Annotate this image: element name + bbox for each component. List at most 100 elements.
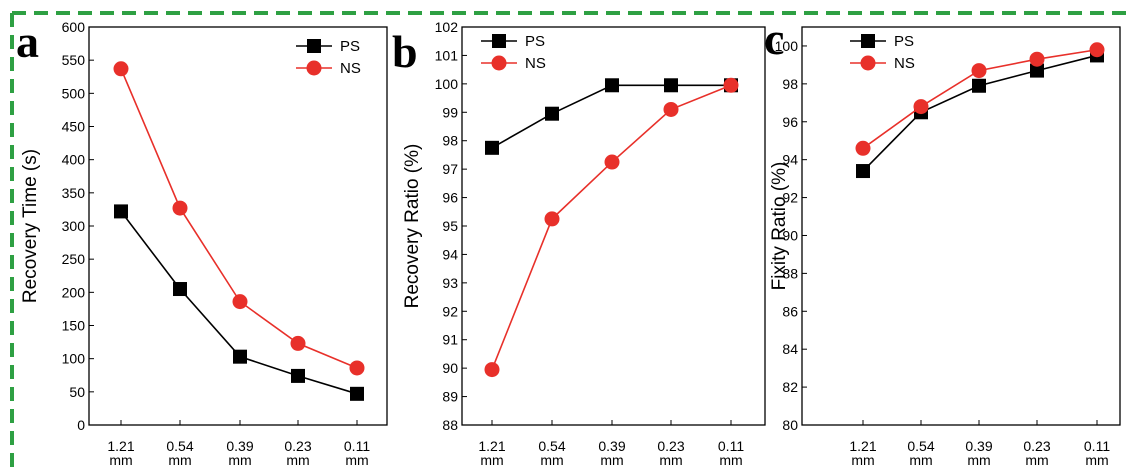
y-tick-label: 98 bbox=[782, 76, 798, 92]
data-point-ns bbox=[484, 362, 500, 378]
x-tick-label: 0.39 mm bbox=[965, 438, 992, 468]
data-point-ns bbox=[349, 360, 365, 376]
x-tick-label: 0.39 mm bbox=[226, 438, 253, 468]
y-tick-label: 88 bbox=[782, 265, 798, 281]
dashed-frame bbox=[10, 11, 1128, 471]
x-tick-label-unit: mm bbox=[228, 452, 251, 468]
legend-marker bbox=[860, 55, 876, 71]
legend-label: PS bbox=[340, 38, 360, 55]
y-tick-label: 86 bbox=[782, 303, 798, 319]
x-tick-label-value: 0.54 bbox=[538, 438, 565, 454]
data-point-ps bbox=[233, 349, 247, 364]
x-tick-label-value: 0.39 bbox=[598, 438, 625, 454]
y-tick-label: 92 bbox=[442, 303, 458, 319]
legend-label: PS bbox=[525, 33, 545, 50]
data-point-ps bbox=[856, 164, 870, 179]
x-tick-label-unit: mm bbox=[1085, 452, 1108, 468]
x-tick-label-value: 1.21 bbox=[478, 438, 505, 454]
data-point-ns bbox=[913, 99, 929, 115]
data-point-ns bbox=[172, 200, 188, 216]
y-tick-label: 80 bbox=[782, 417, 798, 433]
data-point-ps bbox=[605, 78, 619, 93]
y-axis-label: Recovery Time (s) bbox=[20, 149, 41, 303]
y-tick-label: 84 bbox=[782, 341, 798, 357]
y-tick-label: 94 bbox=[782, 152, 798, 168]
y-tick-label: 94 bbox=[442, 246, 458, 262]
x-tick-label: 0.23 mm bbox=[284, 438, 311, 468]
data-point-ps bbox=[291, 368, 305, 383]
x-tick-label: 1.21 mm bbox=[849, 438, 876, 468]
x-tick-label-unit: mm bbox=[600, 452, 623, 468]
data-point-ns bbox=[113, 61, 129, 77]
data-point-ps bbox=[350, 386, 364, 401]
data-point-ps bbox=[972, 78, 986, 93]
x-tick-label: 0.23 mm bbox=[1023, 438, 1050, 468]
y-tick-label: 93 bbox=[442, 275, 458, 291]
x-tick-label-value: 0.11 bbox=[1084, 438, 1110, 454]
y-tick-label: 82 bbox=[782, 379, 798, 395]
legend-marker bbox=[861, 34, 875, 48]
data-point-ns bbox=[290, 335, 306, 351]
data-point-ps bbox=[173, 282, 187, 297]
y-tick-label: 88 bbox=[442, 417, 458, 433]
panel-a: 0 50 100 150 200 250 300 350 400 450 500 550 600 1.21… bbox=[16, 16, 388, 468]
data-point-ns bbox=[232, 294, 248, 310]
y-tick-label: 100 bbox=[62, 351, 86, 367]
data-point-ns bbox=[723, 77, 739, 93]
y-tick-label: 96 bbox=[782, 114, 798, 130]
x-tick-label-unit: mm bbox=[480, 452, 503, 468]
axes-box bbox=[88, 26, 388, 426]
panel-letter: a bbox=[16, 16, 39, 67]
y-tick-label: 97 bbox=[442, 161, 458, 177]
data-point-ps bbox=[114, 204, 128, 219]
data-point-ns bbox=[1029, 51, 1045, 67]
y-tick-label: 250 bbox=[62, 251, 86, 267]
legend-marker bbox=[491, 55, 507, 71]
data-point-ps bbox=[485, 140, 499, 155]
y-tick-label: 90 bbox=[782, 227, 798, 243]
x-tick-label-unit: mm bbox=[851, 452, 874, 468]
x-tick-label-unit: mm bbox=[1025, 452, 1048, 468]
data-point-ns bbox=[855, 140, 871, 156]
legend-label: NS bbox=[894, 55, 915, 72]
axes-box bbox=[801, 26, 1121, 426]
y-tick-label: 100 bbox=[775, 38, 799, 54]
legend-label: PS bbox=[894, 33, 914, 50]
x-tick-label-value: 0.54 bbox=[166, 438, 193, 454]
y-tick-label: 90 bbox=[442, 360, 458, 376]
legend-marker bbox=[306, 60, 322, 76]
y-tick-label: 92 bbox=[782, 190, 798, 206]
y-tick-label: 0 bbox=[77, 417, 85, 433]
legend-label: NS bbox=[340, 60, 361, 77]
y-tick-label: 500 bbox=[62, 85, 86, 101]
x-tick-label-unit: mm bbox=[109, 452, 132, 468]
data-point-ps bbox=[1030, 63, 1044, 78]
legend-label: NS bbox=[525, 55, 546, 72]
y-tick-label: 96 bbox=[442, 190, 458, 206]
panel-letter: c bbox=[764, 13, 784, 64]
x-tick-label-unit: mm bbox=[345, 452, 368, 468]
y-tick-label: 102 bbox=[435, 19, 459, 35]
x-tick-label-value: 1.21 bbox=[107, 438, 134, 454]
y-tick-label: 450 bbox=[62, 119, 86, 135]
x-tick-label-unit: mm bbox=[967, 452, 990, 468]
x-tick-label-value: 0.23 bbox=[657, 438, 684, 454]
legend-marker bbox=[492, 34, 506, 48]
x-tick-label-unit: mm bbox=[286, 452, 309, 468]
x-tick-label-value: 1.21 bbox=[849, 438, 876, 454]
x-tick-label: 0.11 mm bbox=[718, 438, 744, 468]
x-tick-label-unit: mm bbox=[540, 452, 563, 468]
y-tick-label: 100 bbox=[435, 76, 459, 92]
data-point-ns bbox=[604, 154, 620, 170]
x-tick-label: 1.21 mm bbox=[107, 438, 134, 468]
y-tick-label: 101 bbox=[435, 47, 459, 63]
data-point-ns bbox=[663, 101, 679, 117]
y-tick-label: 400 bbox=[62, 152, 86, 168]
y-tick-label: 50 bbox=[69, 384, 85, 400]
x-tick-label: 1.21 mm bbox=[478, 438, 505, 468]
x-tick-label-value: 0.11 bbox=[718, 438, 744, 454]
x-tick-label: 0.54 mm bbox=[538, 438, 565, 468]
data-point-ns bbox=[544, 211, 560, 227]
